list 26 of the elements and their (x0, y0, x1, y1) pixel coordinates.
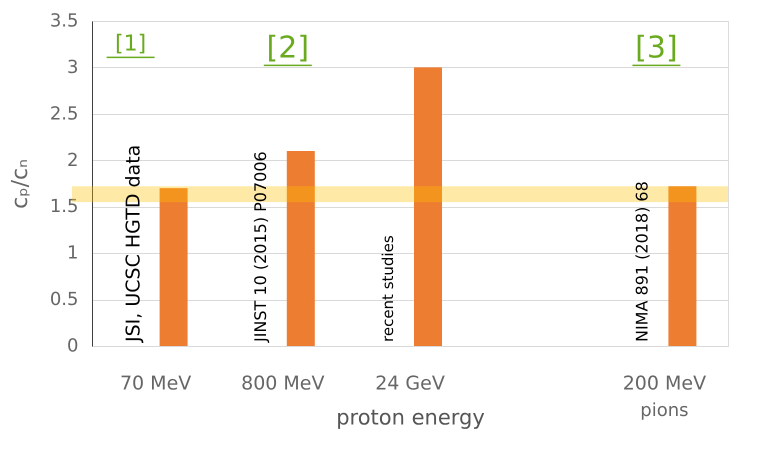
annotation: [3] (635, 30, 678, 66)
y-tick-label: 2.5 (50, 103, 78, 124)
bar (160, 188, 188, 346)
y-tick-label: 0.5 (50, 289, 78, 310)
bar (414, 67, 442, 346)
annotation: JINST 10 (2015) P07006 (250, 151, 270, 343)
annotation: JSI, UCSC HGTD data (122, 144, 145, 343)
x-tick-label: 24 GeV (375, 372, 445, 394)
text: pions (640, 400, 689, 421)
annotation: NIMA 891 (2018) 68 (632, 181, 652, 342)
y-tick-label: 1.5 (50, 196, 78, 218)
annotation: recent studies (379, 235, 397, 342)
x-axis-title: proton energy (336, 406, 485, 430)
bar (286, 151, 315, 346)
annotation: [1] (115, 31, 146, 56)
y-tick-label: 0 (67, 336, 78, 356)
bar (668, 186, 696, 346)
y-tick-label: 1 (67, 242, 78, 264)
y-axis-title: cₚ/cₙ (8, 159, 33, 209)
x-tick-label: 800 MeV (241, 372, 324, 394)
annotation: [2] (266, 30, 310, 66)
x-tick-label: 200 MeV (622, 372, 706, 394)
y-tick-label: 3 (67, 56, 78, 78)
y-tick-label: 2 (67, 150, 78, 171)
y-tick-label: 3.5 (50, 10, 78, 32)
x-tick-label: 70 MeV (120, 372, 192, 394)
